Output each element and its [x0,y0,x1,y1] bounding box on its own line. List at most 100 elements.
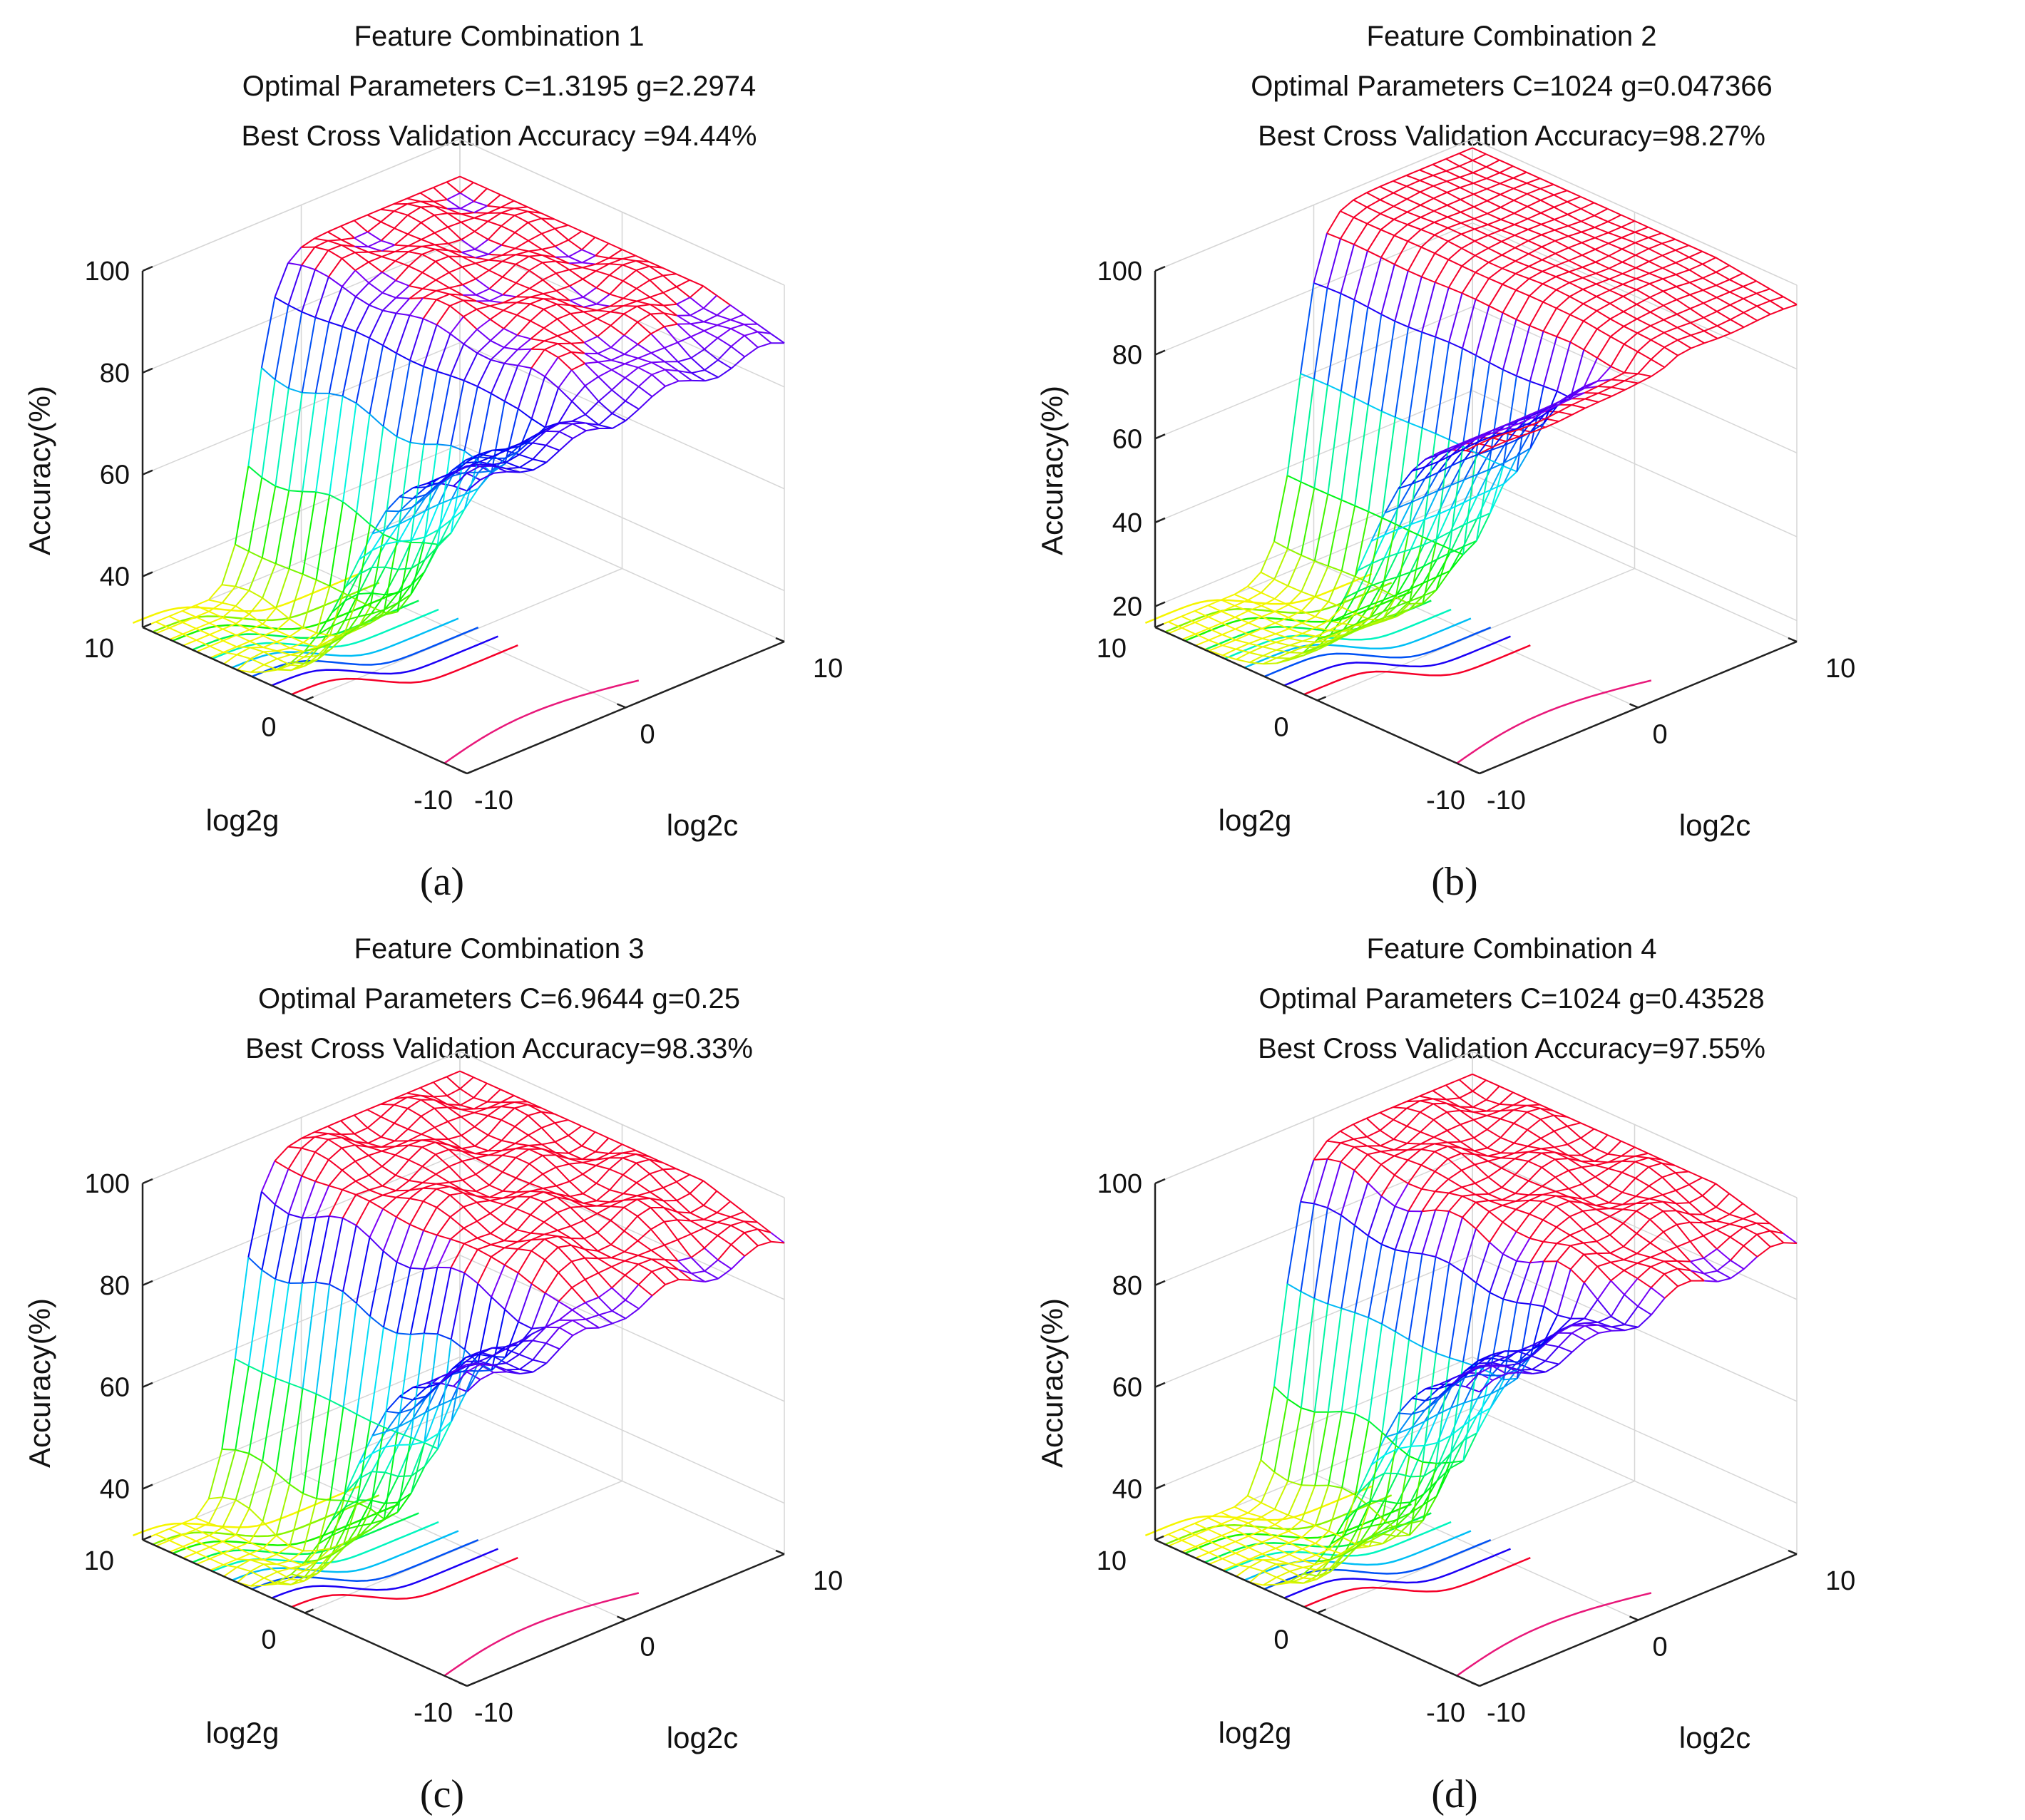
mesh-segment [1501,240,1516,249]
mesh-segment [449,1216,465,1229]
mesh-segment [195,605,210,612]
mesh-segment [1447,233,1462,242]
mesh-segment [290,1578,304,1582]
mesh-segment [342,1161,356,1171]
mesh-segment [235,605,250,615]
mesh-segment [635,269,650,281]
mesh-segment [530,349,545,369]
mesh-segment [426,1382,440,1389]
mesh-segment [1492,1364,1506,1367]
mesh-segment [275,568,290,609]
mesh-segment [357,1528,371,1538]
mesh-segment [395,298,410,314]
mesh-segment [287,1168,302,1177]
mesh-segment [1637,1287,1652,1307]
mesh-segment [446,199,461,210]
mesh-segment [1598,386,1612,394]
mesh-segment [369,345,384,415]
mesh-segment [1445,158,1460,167]
mesh-segment [545,1326,560,1329]
contour-line [133,1485,360,1537]
mesh-segment [1624,371,1639,375]
contour-line [1263,1538,1492,1590]
mesh-segment [1462,495,1478,525]
mesh-segment [407,214,422,224]
mesh-segment [1435,433,1450,441]
mesh-segment [410,1332,424,1335]
mesh-segment [371,609,385,615]
mesh-segment [609,280,624,295]
mesh-segment [1435,1357,1450,1464]
mesh-segment [261,379,276,478]
mesh-segment [463,299,478,310]
mesh-segment [1313,378,1328,386]
mesh-segment [1463,1432,1477,1441]
mesh-segment [248,1461,264,1509]
mesh-segment [1503,1377,1518,1388]
mesh-segment [1425,1396,1439,1402]
mesh-segment [623,1193,637,1197]
mesh-segment [1396,1512,1411,1526]
mesh-segment [515,255,530,265]
mesh-segment [1383,1518,1398,1525]
mesh-segment [434,215,448,228]
mesh-segment [1435,1256,1450,1264]
mesh-segment [572,1302,586,1311]
mesh-segment [343,1502,358,1544]
mesh-segment [409,1187,424,1199]
mesh-segment [275,485,289,492]
mesh-segment [1437,1387,1452,1401]
mesh-segment [277,1571,292,1580]
mesh-segment [301,1181,317,1218]
mesh-segment [409,1180,423,1183]
mesh-segment [1249,662,1263,665]
mesh-segment [530,327,545,340]
mesh-segment [1313,1303,1329,1412]
mesh-segment [1581,255,1596,263]
mesh-segment [703,1212,718,1220]
mesh-segment [368,251,382,257]
mesh-segment [1353,1153,1368,1171]
mesh-segment [544,1233,558,1238]
mesh-segment [421,1133,436,1141]
mesh-segment [1369,617,1384,624]
mesh-segment [1529,1241,1544,1263]
mesh-segment [519,1359,533,1370]
mesh-segment [663,1221,679,1240]
mesh-segment [1458,1079,1474,1092]
mesh-segment [1569,1268,1585,1283]
mesh-segment [541,227,555,235]
mesh-segment [1473,1137,1488,1149]
mesh-segment [1636,289,1651,298]
mesh-segment [1636,318,1651,327]
mesh-segment [1355,1421,1370,1496]
mesh-segment [1503,1298,1517,1304]
mesh-segment [461,213,475,219]
z-tick-label: 100 [85,257,130,287]
mesh-segment [423,324,438,367]
mesh-segment [1499,1091,1514,1105]
mesh-segment [1555,1188,1569,1193]
mesh-segment [598,1297,613,1312]
mesh-segment [1234,1495,1249,1508]
mesh-segment [1328,1411,1343,1486]
mesh-segment [1582,1223,1597,1230]
mesh-segment [501,254,516,262]
mesh-segment [1581,266,1596,274]
mesh-segment [302,1394,317,1494]
mesh-segment [1649,1210,1664,1220]
mesh-segment [1476,1393,1492,1416]
mesh-segment [1769,1223,1784,1235]
mesh-segment [459,175,474,183]
mesh-segment [1597,379,1611,382]
mesh-segment [650,333,665,349]
mesh-segment [1475,299,1490,307]
mesh-segment [1675,1203,1691,1215]
mesh-segment [1608,248,1623,257]
mesh-segment [436,1206,451,1218]
mesh-segment [1567,235,1582,244]
mesh-segment [316,1498,331,1501]
mesh-segment [385,1444,399,1448]
mesh-segment [520,469,533,473]
mesh-segment [541,1141,555,1146]
